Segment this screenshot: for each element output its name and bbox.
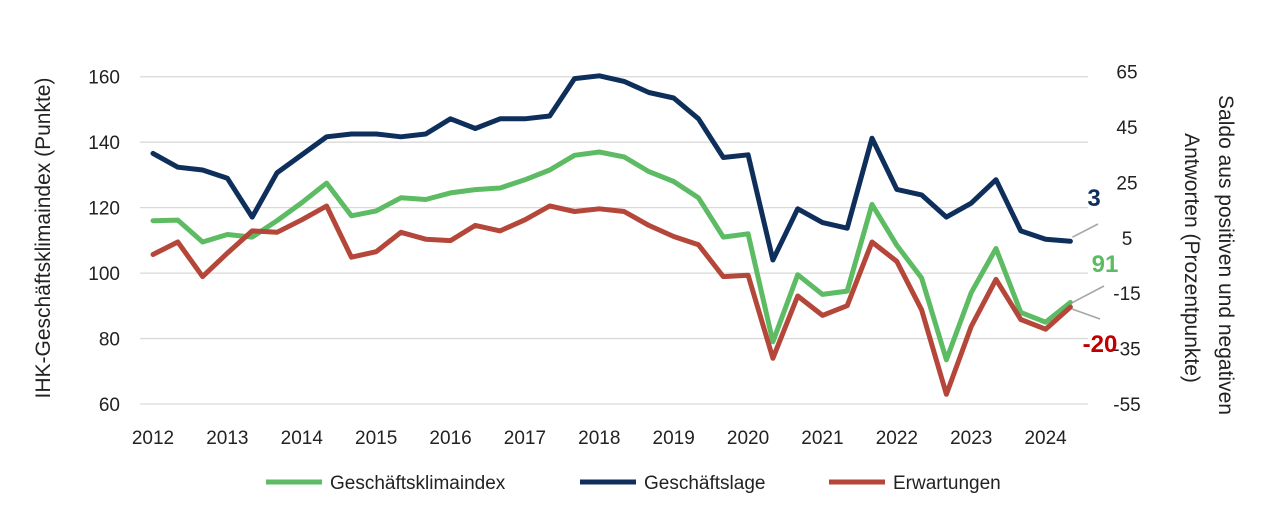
legend-label-geschaeftsklimaindex: Geschäftsklimaindex bbox=[330, 473, 506, 494]
series-line-geschaeftslage bbox=[150, 73, 1073, 263]
x-tick-2020: 2020 bbox=[727, 428, 769, 449]
left-tick-120: 120 bbox=[88, 199, 120, 220]
left-axis-ticks: 60 80 100 120 140 160 bbox=[88, 68, 120, 416]
series-line-erwartungen bbox=[150, 203, 1073, 397]
left-tick-140: 140 bbox=[88, 133, 120, 154]
end-label-geschaeftslage: 3 bbox=[1087, 185, 1100, 212]
left-tick-60: 60 bbox=[99, 395, 120, 416]
x-tick-2012: 2012 bbox=[132, 428, 174, 449]
x-tick-2021: 2021 bbox=[801, 428, 843, 449]
end-label-erwartungen: -20 bbox=[1083, 331, 1118, 358]
x-tick-2016: 2016 bbox=[429, 428, 471, 449]
right-tick-5: 5 bbox=[1122, 229, 1133, 250]
left-tick-100: 100 bbox=[88, 264, 120, 285]
legend: Geschäftsklimaindex Geschäftslage Erwart… bbox=[266, 473, 1001, 494]
right-tick--35: -35 bbox=[1113, 340, 1140, 361]
x-axis-ticks: 2012 2013 2014 2015 2016 2017 2018 2019 2020 2021… bbox=[132, 428, 1067, 449]
left-tick-80: 80 bbox=[99, 330, 120, 351]
x-tick-2015: 2015 bbox=[355, 428, 397, 449]
legend-label-erwartungen: Erwartungen bbox=[893, 473, 1001, 494]
x-tick-2017: 2017 bbox=[504, 428, 546, 449]
left-tick-160: 160 bbox=[88, 68, 120, 89]
right-axis-title-line-1: Saldo aus positiven und negativen bbox=[1214, 95, 1237, 415]
right-axis-title-line-2: Antworten (Prozentpunkte) bbox=[1180, 133, 1203, 383]
leader-geschaeftsklimaindex bbox=[1072, 285, 1105, 304]
x-tick-2018: 2018 bbox=[578, 428, 620, 449]
right-tick-25: 25 bbox=[1116, 173, 1137, 194]
series-line-geschaeftsklimaindex bbox=[150, 149, 1073, 363]
left-axis-title: IHK-Geschäftsklimaindex (Punkte) bbox=[32, 78, 55, 399]
leader-geschaeftslage bbox=[1072, 223, 1099, 238]
leader-erwartungen bbox=[1072, 308, 1101, 320]
legend-label-geschaeftslage: Geschäftslage bbox=[644, 473, 765, 494]
x-tick-2024: 2024 bbox=[1024, 428, 1067, 449]
right-tick-65: 65 bbox=[1116, 63, 1137, 84]
end-label-leaders bbox=[1072, 223, 1105, 320]
x-tick-2019: 2019 bbox=[653, 428, 695, 449]
x-tick-2014: 2014 bbox=[281, 428, 324, 449]
right-tick-45: 45 bbox=[1116, 118, 1137, 139]
right-tick--15: -15 bbox=[1113, 284, 1140, 305]
x-tick-2013: 2013 bbox=[206, 428, 248, 449]
series-lines bbox=[150, 73, 1073, 397]
right-tick--55: -55 bbox=[1113, 395, 1140, 416]
x-tick-2023: 2023 bbox=[950, 428, 992, 449]
right-axis-ticks: -55 -35 -15 5 25 45 65 bbox=[1113, 63, 1140, 416]
end-label-geschaeftsklimaindex: 91 bbox=[1092, 251, 1119, 278]
x-tick-2022: 2022 bbox=[876, 428, 918, 449]
